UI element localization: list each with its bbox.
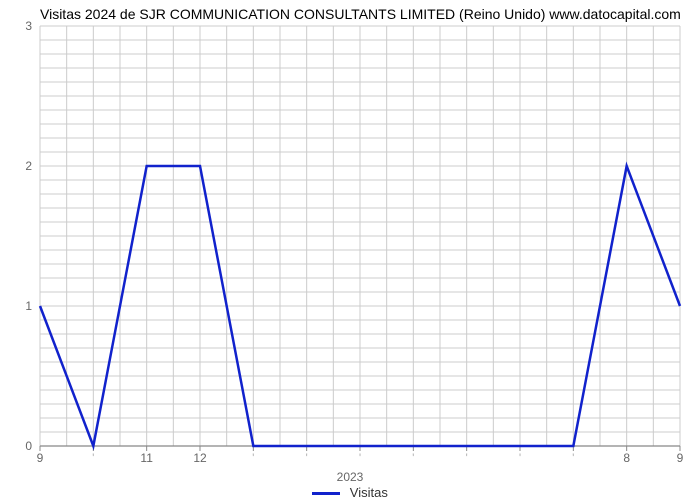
svg-text:1: 1 xyxy=(25,299,32,313)
svg-text:11: 11 xyxy=(140,451,153,465)
svg-text:': ' xyxy=(466,451,468,465)
svg-text:12: 12 xyxy=(193,451,207,465)
svg-text:': ' xyxy=(306,451,308,465)
svg-text:2: 2 xyxy=(25,159,32,173)
y-axis: 0 1 2 3 xyxy=(25,19,32,453)
svg-text:': ' xyxy=(92,451,94,465)
legend-label: Visitas xyxy=(350,485,388,500)
line-chart: Visitas 2024 de SJR COMMUNICATION CONSUL… xyxy=(0,0,700,500)
svg-text:3: 3 xyxy=(25,19,32,33)
plot-area: 0123 9'1112'''''''89 xyxy=(40,26,680,446)
svg-text:': ' xyxy=(519,451,521,465)
svg-text:': ' xyxy=(359,451,361,465)
legend: Visitas xyxy=(0,485,700,500)
legend-swatch xyxy=(312,492,340,495)
svg-text:9: 9 xyxy=(677,451,684,465)
grid xyxy=(40,26,680,446)
x-axis-title: 2023 xyxy=(0,470,700,484)
svg-text:': ' xyxy=(412,451,414,465)
chart-title: Visitas 2024 de SJR COMMUNICATION CONSUL… xyxy=(40,6,681,22)
svg-text:9: 9 xyxy=(37,451,44,465)
svg-text:0: 0 xyxy=(25,439,32,453)
svg-text:': ' xyxy=(252,451,254,465)
x-axis: 9 ' 11 12 ' ' ' ' ' ' ' 8 9 xyxy=(37,446,684,465)
svg-text:8: 8 xyxy=(623,451,630,465)
svg-text:': ' xyxy=(572,451,574,465)
